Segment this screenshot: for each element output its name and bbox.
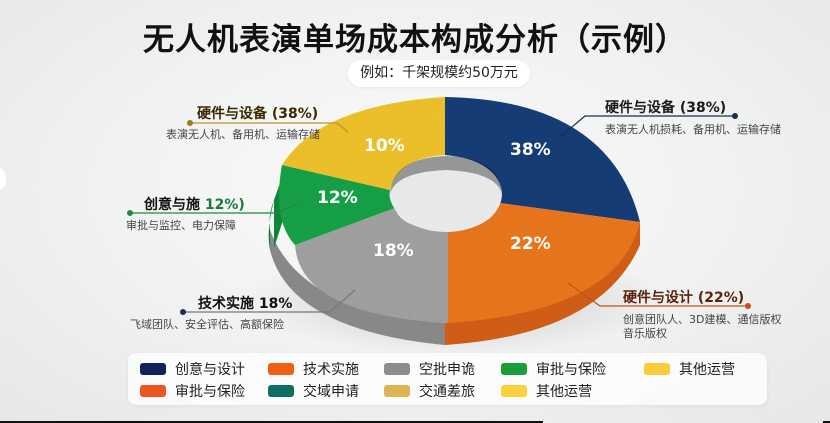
legend-label: 其他运营 [536,384,592,400]
bottom-border [823,421,830,423]
legend-swatch [501,363,527,375]
legend-item: 审批与保险 [140,382,245,400]
callout-head: 硬件与设计 (22%) [623,290,745,306]
callout-desc: 飞域团队、安全评估、高额保险 [130,318,284,331]
legend-label: 审批与保险 [536,362,606,378]
legend-label: 其他运营 [679,362,735,378]
subtitle-pill: 例如：千架规模约50万元 [348,60,530,87]
callout-desc-line: 音乐版权 [623,327,667,340]
callout-lines [127,113,751,315]
legend-item: 其他运营 [644,360,735,378]
slice-label-gray: 18% [373,241,414,261]
legend-swatch [501,385,527,397]
slice-label-orange: 22% [510,234,551,254]
edge-tab [0,168,6,190]
legend-swatch [644,363,670,375]
callout-left-middle: 创意与施 12%) [144,194,245,214]
legend-swatch [384,363,410,375]
chart-title: 无人机表演单场成本构成分析（示例） [143,22,687,58]
callout-head: 硬件与设备 (38%) [197,106,319,122]
legend-swatch [140,363,166,375]
slice-label-green: 12% [317,188,358,208]
legend-label: 交通差旅 [419,384,475,400]
legend-swatch [384,385,410,397]
legend-label: 技术实施 [303,362,359,378]
callout-head-pct: 12%) [204,197,245,213]
legend-swatch [268,363,294,375]
callout-desc: 表演无人机损耗、备用机、运输存储 [605,123,781,136]
bottom-border [0,421,543,423]
callout-left-bottom: 技术实施 18% [198,293,292,313]
callout-desc: 表演无人机、备用机、运输存储 [166,128,320,141]
legend-label: 创意与设计 [175,362,245,378]
callout-right-top: 硬件与设备 (38%) 表演无人机损耗、备用机、运输存储 [605,97,781,137]
callout-right-bottom: 硬件与设计 (22%) 创意团队人、3D建模、通信版权 音乐版权 [623,287,781,341]
slice-gray[interactable] [295,208,448,323]
legend-item: 审批与保险 [501,360,606,378]
callout-head: 技术实施 18% [198,296,293,312]
slice-label-yellow: 10% [364,136,405,156]
donut-top [278,97,640,323]
legend-item: 其他运营 [501,382,592,400]
slice-green[interactable] [278,165,395,245]
legend-item: 创意与设计 [140,360,245,378]
slice-label-blue: 38% [510,140,551,160]
callout-desc: 创意团队人、3D建模、通信版权 音乐版权 [623,313,781,341]
legend-swatch [140,385,166,397]
callout-left-top: 硬件与设备 (38%) [197,103,318,123]
legend-item: 空批申诡 [384,360,475,378]
callout-head: 创意与施 [144,197,205,213]
callout-desc-line: 创意团队人、3D建模、通信版权 [623,313,782,326]
legend-label: 审批与保险 [175,384,245,400]
chart-legend: 创意与设计 技术实施 空批申诡 审批与保险 其他运营 审批与保险 交域申请 交通… [128,353,767,405]
callout-head: 硬件与设备 (38%) [605,100,727,116]
slice-blue[interactable] [445,97,640,222]
callout-left-bottom-desc: 飞域团队、安全评估、高额保险 [130,318,284,332]
slice-yellow[interactable] [282,97,445,190]
slice-orange[interactable] [448,203,640,323]
donut-hole [390,156,502,232]
legend-item: 技术实施 [268,360,359,378]
legend-item: 交域申请 [268,382,359,400]
legend-label: 交域申请 [303,384,359,400]
callout-left-top-desc: 表演无人机、备用机、运输存储 [166,128,320,142]
legend-label: 空批申诡 [419,362,475,378]
legend-item: 交通差旅 [384,382,475,400]
legend-swatch [268,385,294,397]
callout-desc: 审批与监控、电力保障 [126,219,236,232]
callout-left-middle-desc: 审批与监控、电力保障 [126,219,236,233]
